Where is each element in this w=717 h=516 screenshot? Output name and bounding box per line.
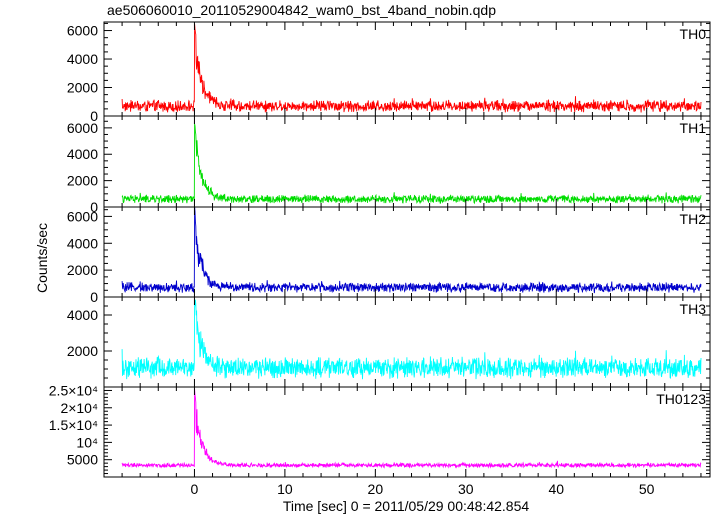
x-tick-label: 40 <box>548 481 564 497</box>
series-line-th0 <box>121 23 702 113</box>
y-tick-label: 0 <box>90 289 98 305</box>
x-tick-label: 50 <box>639 481 655 497</box>
y-tick-label: 0 <box>90 108 98 124</box>
y-tick-label: 0 <box>90 199 98 215</box>
panel-label-th1: TH1 <box>680 120 707 136</box>
series-line-th0123 <box>121 388 702 469</box>
y-tick-label: 2000 <box>67 80 98 96</box>
panel-label-th3: TH3 <box>680 301 707 317</box>
panel-th2: 0 2000 4000 6000 TH2 <box>67 206 711 305</box>
y-tick-label: 2000 <box>67 262 98 278</box>
x-tick-label: 0 <box>191 481 199 497</box>
y-tick-label: 6000 <box>67 208 98 224</box>
y-tick-label: 4000 <box>67 51 98 67</box>
y-tick-label: 4000 <box>67 307 98 323</box>
y-tick-label: 4000 <box>67 146 98 162</box>
y-tick-label: 1.5×10⁴ <box>49 417 98 433</box>
x-tick-label: 20 <box>368 481 384 497</box>
panel-th1: 0 2000 4000 6000 TH1 <box>67 115 711 215</box>
x-axis-label: Time [sec] 0 = 2011/05/29 00:48:42.854 <box>283 498 530 514</box>
y-tick-label: 2.5×10⁴ <box>49 382 98 398</box>
y-tick-label: 2×10⁴ <box>60 400 98 416</box>
y-tick-label: 6000 <box>67 23 98 39</box>
y-tick-label: 2000 <box>67 343 98 359</box>
panel-th3: 2000 4000 TH3 <box>67 296 711 388</box>
chart-title: ae506060010_20110529004842_wam0_bst_4ban… <box>107 2 496 18</box>
x-tick-label: 30 <box>458 481 474 497</box>
panel-label-th0123: TH0123 <box>656 391 706 407</box>
series-line-th2 <box>121 207 702 294</box>
panel-label-th0: TH0 <box>680 26 707 42</box>
y-tick-label: 10⁴ <box>76 434 98 450</box>
series-line-th3 <box>121 299 702 380</box>
y-tick-label: 2000 <box>67 173 98 189</box>
y-axis-label: Counts/sec <box>34 223 50 293</box>
y-tick-label: 4000 <box>67 235 98 251</box>
y-tick-label: 6000 <box>67 120 98 136</box>
x-tick-label: 10 <box>277 481 293 497</box>
series-line-th1 <box>121 123 702 205</box>
panel-label-th2: TH2 <box>680 211 707 227</box>
y-tick-label: 5000 <box>67 452 98 468</box>
panel-th0: 0 2000 4000 6000 TH0 <box>67 21 711 124</box>
